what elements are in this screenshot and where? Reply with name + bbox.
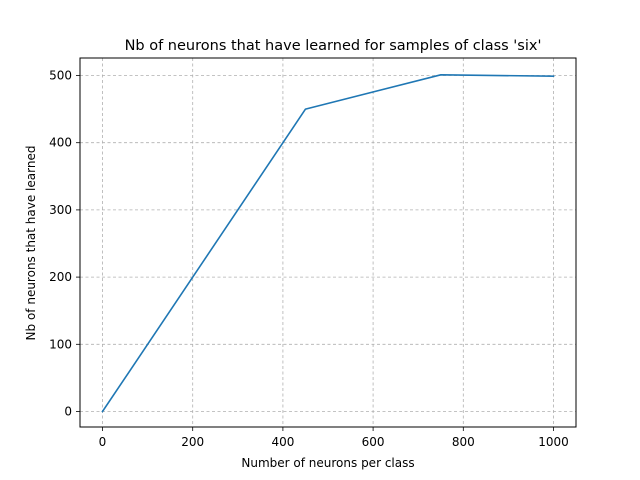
- chart-title: Nb of neurons that have learned for samp…: [125, 38, 542, 54]
- plot-background: [80, 58, 576, 427]
- x-tick-label: 400: [271, 435, 294, 449]
- y-axis: 0 100 200 300 400 500 Nb of neurons that…: [24, 69, 80, 419]
- x-axis: 0 200 400 600 800 1000 Number of neurons…: [99, 427, 569, 470]
- x-tick-label: 1000: [538, 435, 569, 449]
- x-axis-label: Number of neurons per class: [241, 456, 414, 470]
- axes-frame: [79, 57, 577, 428]
- series-line: [101, 74, 555, 413]
- x-tick-label: 600: [362, 435, 385, 449]
- y-tick-label: 0: [64, 405, 72, 419]
- x-grid: [102, 58, 554, 427]
- y-tick-label: 200: [49, 270, 72, 284]
- x-tick-label: 200: [181, 435, 204, 449]
- x-tick-label: 800: [452, 435, 475, 449]
- plot-area: [79, 57, 577, 428]
- y-axis-label: Nb of neurons that have learned: [24, 146, 38, 341]
- y-tick-label: 100: [49, 337, 72, 351]
- x-tick-label: 0: [99, 435, 107, 449]
- y-tick-label: 500: [49, 69, 72, 83]
- y-tick-label: 300: [49, 203, 72, 217]
- y-tick-label: 400: [49, 136, 72, 150]
